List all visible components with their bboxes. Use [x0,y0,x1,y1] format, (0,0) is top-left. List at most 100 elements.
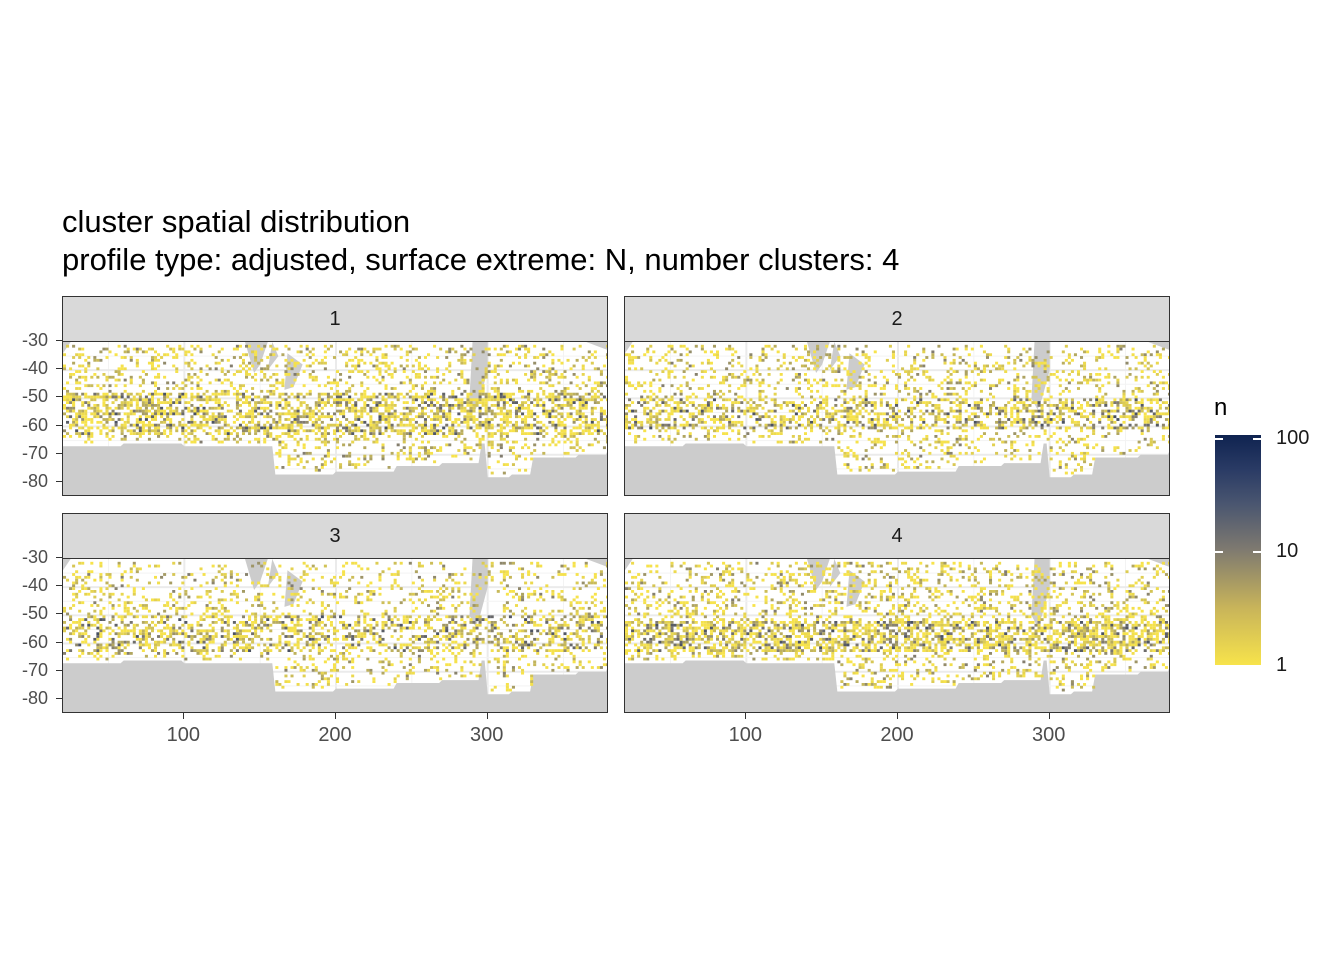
cell [96,618,100,621]
cell [894,373,898,376]
cell [1125,406,1129,410]
cell [776,432,780,435]
cell [625,415,629,419]
cell [360,429,364,433]
cell [375,358,379,362]
cell [269,384,273,388]
cell [278,426,282,430]
cell [858,384,862,388]
cell [719,415,723,419]
cell [995,451,999,455]
cell [682,375,686,379]
cell [858,361,862,365]
cell [916,457,920,461]
cell [120,373,124,376]
cell [831,412,835,416]
cell [867,412,871,416]
cell [803,426,807,430]
cell [157,412,161,416]
cell [375,426,379,430]
cell [184,429,188,433]
cell [599,429,603,433]
cell [205,401,209,404]
cell [737,420,741,424]
cell [779,429,783,433]
cell [399,364,403,368]
cell [955,426,959,430]
cell [904,449,908,452]
cell [731,429,735,433]
cell [631,350,635,354]
cell [979,398,983,402]
cell [658,378,662,382]
cell [414,426,418,430]
cell [205,389,209,393]
cell [66,381,70,385]
cell [542,370,546,373]
cell [445,418,449,421]
cell [423,449,427,452]
cell [910,426,914,430]
cell [81,601,85,605]
cell [554,409,558,413]
cell [514,440,518,444]
cell [266,432,270,435]
cell [269,375,273,379]
cell [989,392,993,396]
cell [275,378,279,382]
cell [436,429,440,433]
cell [548,443,552,447]
cell [813,356,817,359]
cell [563,387,567,390]
cell [414,358,418,362]
cell [1046,387,1050,390]
cell [1137,389,1141,393]
cell [1101,415,1105,419]
cell [767,344,771,348]
cell [719,420,723,424]
cell [521,406,525,410]
cell [281,406,285,410]
cell [973,415,977,419]
cell [420,384,424,388]
cell [1034,415,1038,419]
cell [147,564,151,568]
cell [898,435,902,438]
cell [454,378,458,382]
cell [69,392,73,396]
cell [405,415,409,419]
cell [1010,409,1014,413]
cell [160,412,164,416]
cell [946,449,950,452]
cell [326,398,330,402]
cell [925,401,929,404]
cell [1004,426,1008,430]
cell [402,401,406,404]
cell [117,404,121,407]
cell [99,564,103,568]
cell [725,375,729,379]
cell [1164,401,1168,404]
cell [870,384,874,388]
cell [84,367,88,371]
cell [457,406,461,410]
cell [317,409,321,413]
cell [822,406,826,410]
cell [123,601,127,605]
cell [423,429,427,433]
cell [117,626,121,630]
cell [320,440,324,444]
cell [767,423,771,427]
cell [436,375,440,379]
cell [484,426,488,430]
cell [1104,404,1108,407]
cell [493,381,497,385]
cell [308,412,312,416]
cell [955,420,959,424]
cell [575,358,579,362]
cell [169,392,173,396]
cell [1046,418,1050,421]
cell [251,406,255,410]
cell [949,406,953,410]
cell [111,392,115,396]
